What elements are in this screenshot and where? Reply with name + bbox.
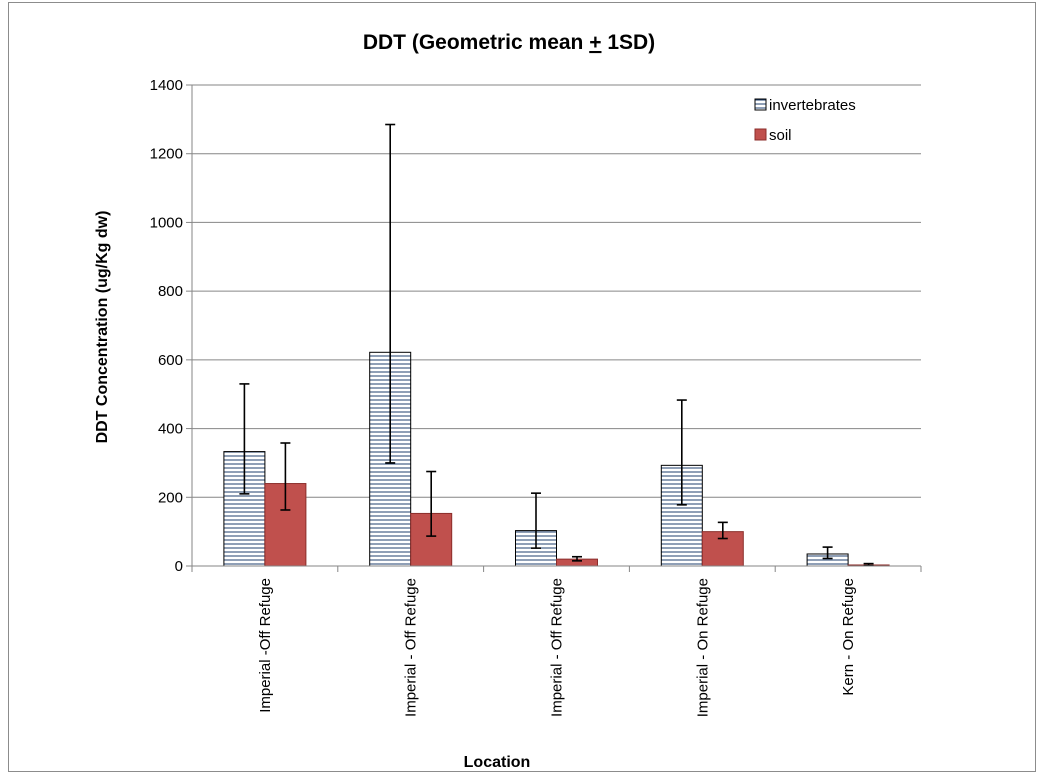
y-tick-label: 200 <box>158 489 183 506</box>
bars <box>223 351 890 567</box>
chart-title-part-3: 1SD) <box>601 31 655 54</box>
x-tick-label: Imperial - Off Refuge <box>403 578 420 717</box>
x-tick-label: Imperial -Off Refuge <box>257 578 274 713</box>
y-tick-label: 400 <box>158 421 183 438</box>
chart-svg: DDT (Geometric mean + 1SD) 0 200 400 600 800… <box>94 31 922 771</box>
y-tick-label: 800 <box>158 283 183 300</box>
y-tick-label: 1200 <box>150 146 183 163</box>
x-tick-label: Kern - On Refuge <box>840 578 857 696</box>
y-tick-label: 0 <box>175 558 183 575</box>
legend-swatch-invertebrates <box>754 98 767 111</box>
legend: invertebrates soil <box>754 97 856 144</box>
legend-swatch-soil <box>754 128 767 141</box>
legend-label-soil: soil <box>769 127 792 144</box>
y-tick-label: 1000 <box>150 214 183 231</box>
x-axis-title: Location <box>464 754 531 771</box>
y-tick-label: 1400 <box>150 77 183 94</box>
legend-label-invertebrates: invertebrates <box>769 97 856 114</box>
chart-frame: DDT (Geometric mean + 1SD) 0 200 400 600 800… <box>8 2 1036 772</box>
x-tick-label: Imperial - On Refuge <box>694 578 711 717</box>
chart-title: DDT (Geometric mean + 1SD) <box>363 31 655 54</box>
error-bars <box>239 123 874 567</box>
chart-title-part-2: + <box>589 31 601 54</box>
y-axis-title: DDT Concentration (ug/Kg dw) <box>94 211 111 444</box>
gridlines <box>192 84 921 498</box>
y-tick-label: 600 <box>158 352 183 369</box>
chart-title-part-1: DDT (Geometric mean <box>363 31 589 54</box>
x-tick-label: Imperial - Off Refuge <box>549 578 566 717</box>
axes <box>186 84 922 572</box>
tick-labels: 0 200 400 600 800 1000 1200 1400 Imperial -Off R… <box>150 77 857 717</box>
